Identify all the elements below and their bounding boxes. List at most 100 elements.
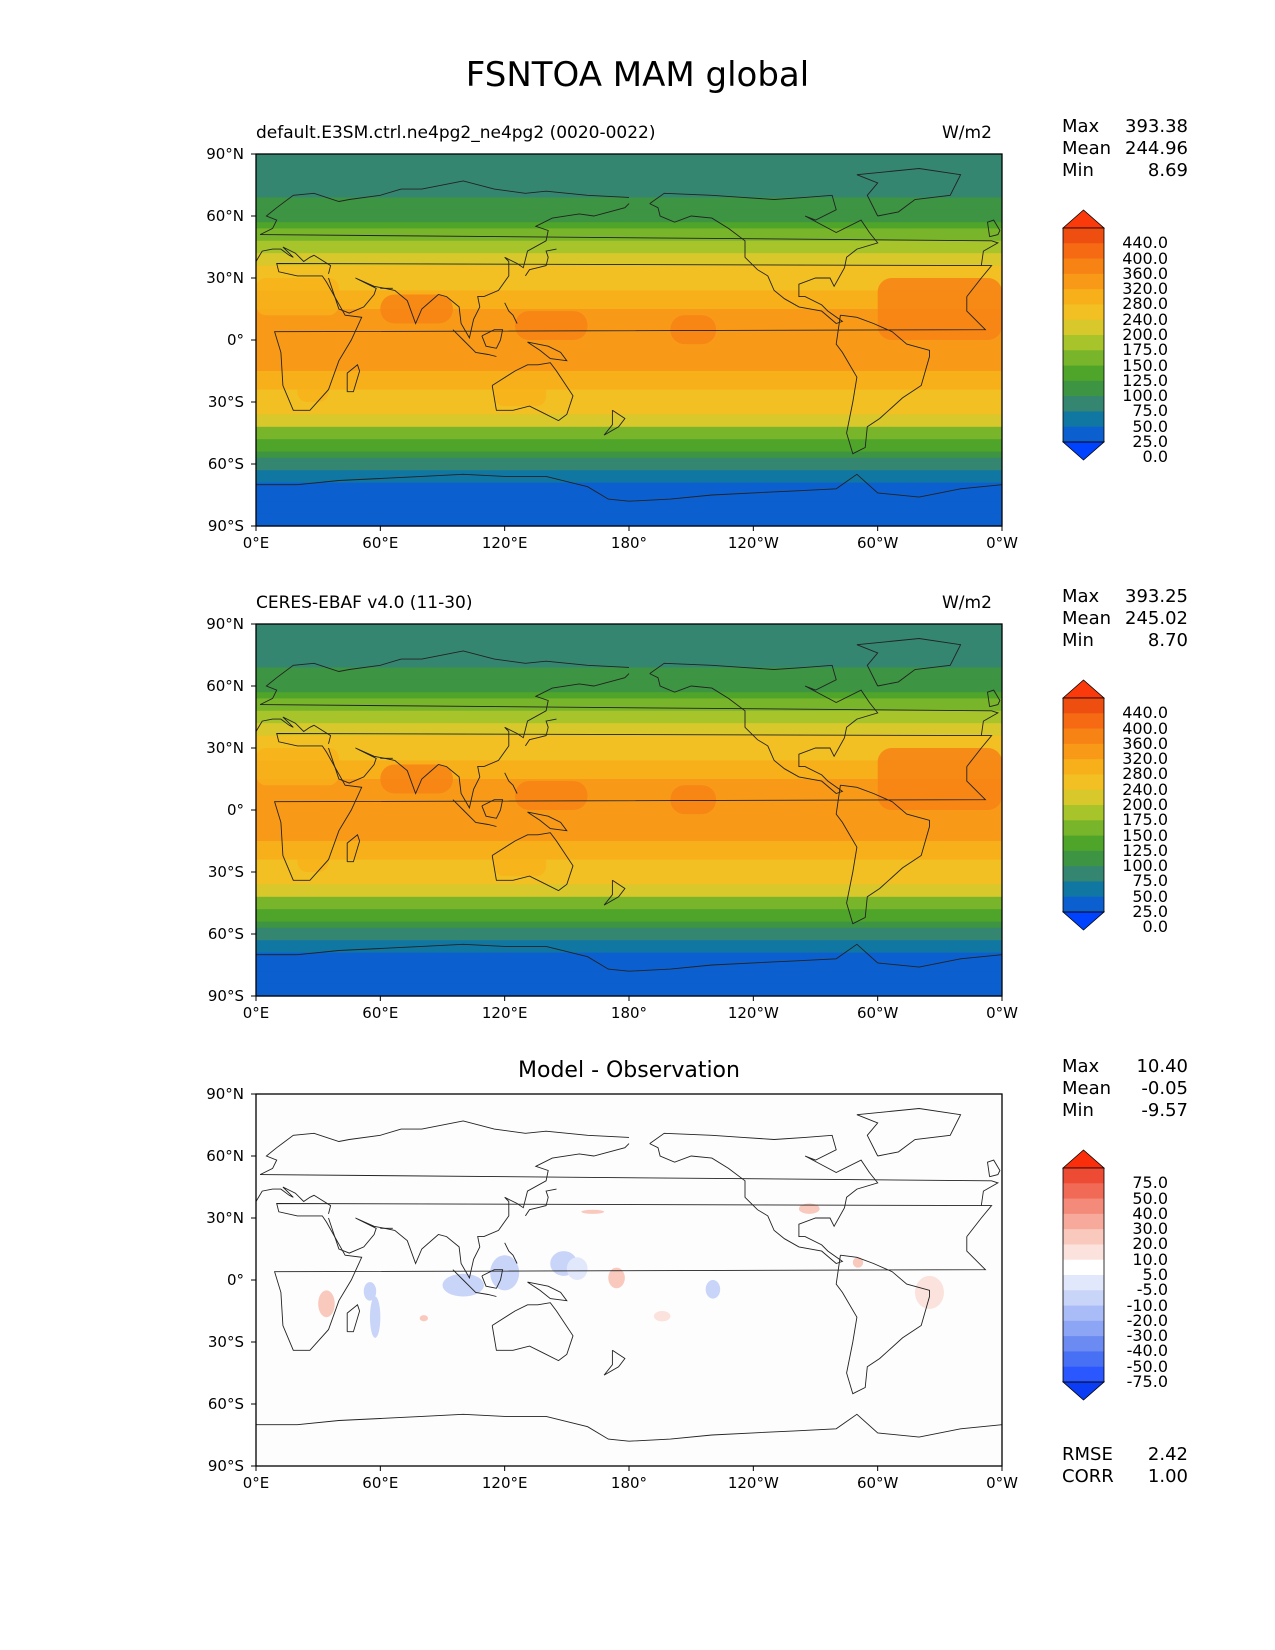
coastlines xyxy=(255,168,1003,502)
stat-max-value: 10.40 xyxy=(1136,1056,1188,1077)
colorbar xyxy=(1061,209,1106,461)
contour-band xyxy=(256,395,1002,403)
contour-band xyxy=(256,420,1002,428)
y-tick-label: 90°N xyxy=(206,1085,244,1103)
contour-band xyxy=(256,439,1002,446)
colorbar-segment xyxy=(1063,365,1104,382)
stat-mean-label: Mean xyxy=(1062,1078,1112,1099)
colorbar-tick-label: 50.0 xyxy=(1132,886,1168,906)
contour-band xyxy=(256,488,1002,496)
contour-band xyxy=(256,698,1002,706)
colorbar-segment xyxy=(1063,1198,1104,1215)
colorbar-segment xyxy=(1063,896,1104,913)
contour-band xyxy=(256,661,1002,668)
difference-patch xyxy=(566,1257,588,1280)
y-tick-label: 60°S xyxy=(208,1395,244,1413)
colorbar-tick-label: 30.0 xyxy=(1132,1219,1168,1239)
panel-units: W/m2 xyxy=(942,593,992,613)
contour-patch xyxy=(494,377,547,407)
contour-band xyxy=(256,160,1002,167)
x-tick-label: 120°W xyxy=(728,1474,779,1492)
contour-band xyxy=(256,464,1002,471)
coastline xyxy=(525,1188,557,1217)
colorbar-tick-label: -40.0 xyxy=(1126,1341,1168,1361)
colorbar-segment xyxy=(1063,774,1104,791)
contour-band xyxy=(256,630,1002,637)
x-tick-label: 60°W xyxy=(857,534,899,552)
colorbar-tick-label: 0.0 xyxy=(1142,447,1168,467)
contour-band xyxy=(256,940,1002,947)
contour-patch xyxy=(877,748,1002,810)
x-tick-label: 60°W xyxy=(857,1474,899,1492)
y-tick-label: 30°S xyxy=(208,393,244,411)
contour-band xyxy=(256,445,1002,453)
coastline xyxy=(328,1143,630,1280)
coastline xyxy=(255,1186,332,1215)
coastlines xyxy=(255,1108,1003,1442)
x-tick-label: 60°E xyxy=(362,1004,398,1022)
contour-patch xyxy=(297,371,329,402)
colorbar-segment xyxy=(1063,698,1104,714)
contour-band xyxy=(256,340,1002,347)
panel-title-left: CERES-EBAF v4.0 (11-30) xyxy=(256,593,473,613)
y-tick-label: 30°S xyxy=(208,863,244,881)
contour-band xyxy=(256,909,1002,916)
y-tick-label: 90°S xyxy=(208,517,244,535)
colorbar-segment xyxy=(1063,1229,1104,1245)
colorbar-extend-max xyxy=(1061,679,1106,699)
contour-band xyxy=(256,983,1002,991)
coastline xyxy=(328,203,630,340)
colorbar-extend-min xyxy=(1061,441,1106,461)
contour-band xyxy=(452,624,1003,633)
panel-title-left: default.E3SM.ctrl.ne4pg2_ne4pg2 (0020-00… xyxy=(256,123,656,143)
colorbar-segment xyxy=(1063,243,1104,259)
coastline xyxy=(259,1120,1000,1206)
colorbar-frame xyxy=(1062,227,1105,443)
difference-patch xyxy=(798,1203,820,1214)
coastline xyxy=(273,733,993,881)
colorbar-extend-max xyxy=(1061,209,1106,229)
colorbar-extend-min xyxy=(1061,1381,1106,1401)
contour-patch xyxy=(515,311,588,340)
contour-band xyxy=(256,402,1002,409)
y-tick-label: 30°N xyxy=(206,739,244,757)
x-tick-label: 180° xyxy=(611,1004,647,1022)
coastline xyxy=(527,341,568,362)
contour-band xyxy=(256,766,1002,774)
colorbar xyxy=(1061,1149,1106,1401)
contour-band xyxy=(256,865,1002,873)
contour-band xyxy=(256,433,1002,440)
x-tick-label: 0°W xyxy=(986,1474,1018,1492)
x-tick-label: 180° xyxy=(611,534,647,552)
coastline xyxy=(987,219,1001,238)
contour-band xyxy=(256,247,1002,254)
colorbar-segment xyxy=(1063,850,1104,867)
contour-band xyxy=(256,816,1002,823)
colorbar-tick-label: 440.0 xyxy=(1122,703,1168,723)
stat-max-value: 393.25 xyxy=(1125,586,1188,607)
stat-max-label: Max xyxy=(1062,116,1100,137)
x-tick-label: 180° xyxy=(611,1474,647,1492)
coastlines xyxy=(255,638,1003,972)
contour-band xyxy=(256,921,1002,929)
contour-band xyxy=(256,903,1002,910)
stat-mean-label: Mean xyxy=(1062,608,1112,629)
corr-label: CORR xyxy=(1062,1466,1114,1487)
contour-band xyxy=(256,872,1002,879)
contour-patch xyxy=(380,764,453,794)
contour-band xyxy=(256,284,1002,291)
contour-band xyxy=(256,315,1002,322)
y-tick-label: 0° xyxy=(227,801,244,819)
contour-band xyxy=(256,791,1002,799)
panel-difference: Model - Observation 0°E 60°E 120°E 180° 120°… xyxy=(0,940,1275,1492)
colorbar-tick-label: -50.0 xyxy=(1126,1356,1168,1376)
metrics-block: RMSE 2.42 CORR 1.00 xyxy=(1062,1444,1188,1488)
colorbar-tick-label: 175.0 xyxy=(1122,340,1168,360)
colorbar-labels: 440.0 400.0 360.0 320.0 280.0 240.0 200.0 175.0… xyxy=(1110,688,1168,938)
colorbar-tick-label: 175.0 xyxy=(1122,810,1168,830)
contour-band xyxy=(256,296,1002,304)
contour-band xyxy=(256,927,1002,935)
colorbar-tick-label: 20.0 xyxy=(1132,1234,1168,1254)
coastline xyxy=(328,673,630,810)
colorbar-segment xyxy=(1063,881,1104,898)
